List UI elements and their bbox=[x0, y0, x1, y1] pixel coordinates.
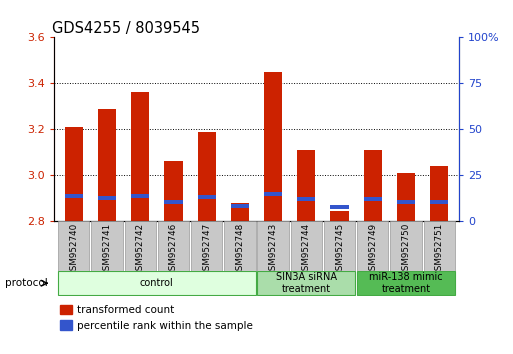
Legend: transformed count, percentile rank within the sample: transformed count, percentile rank withi… bbox=[55, 301, 258, 335]
Text: SIN3A siRNA
treatment: SIN3A siRNA treatment bbox=[276, 272, 337, 294]
Bar bbox=[397, 173, 415, 221]
Bar bbox=[397, 200, 415, 204]
Text: GSM952743: GSM952743 bbox=[269, 223, 278, 276]
Text: GSM952748: GSM952748 bbox=[235, 223, 244, 276]
Bar bbox=[297, 197, 315, 201]
Bar bbox=[98, 108, 116, 221]
Bar bbox=[330, 211, 349, 221]
Text: GSM952741: GSM952741 bbox=[103, 223, 111, 276]
Bar bbox=[264, 192, 282, 196]
Text: protocol: protocol bbox=[5, 278, 48, 288]
Bar bbox=[330, 205, 349, 209]
Text: GSM952745: GSM952745 bbox=[335, 223, 344, 276]
Bar bbox=[164, 200, 183, 204]
Bar bbox=[164, 161, 183, 221]
Bar bbox=[430, 166, 448, 221]
Bar bbox=[264, 72, 282, 221]
Text: control: control bbox=[140, 278, 174, 288]
Bar bbox=[65, 127, 83, 221]
Text: GSM952751: GSM952751 bbox=[435, 223, 444, 276]
Bar bbox=[291, 221, 322, 271]
Bar bbox=[258, 271, 355, 295]
Bar bbox=[198, 132, 216, 221]
Text: GSM952740: GSM952740 bbox=[69, 223, 78, 276]
Bar bbox=[297, 150, 315, 221]
Text: miR-138 mimic
treatment: miR-138 mimic treatment bbox=[369, 272, 443, 294]
Text: GSM952747: GSM952747 bbox=[202, 223, 211, 276]
Bar bbox=[91, 221, 123, 271]
Bar bbox=[231, 203, 249, 221]
Bar bbox=[131, 92, 149, 221]
Bar bbox=[258, 221, 289, 271]
Bar bbox=[131, 194, 149, 198]
Text: GSM952749: GSM952749 bbox=[368, 223, 377, 276]
Bar bbox=[430, 200, 448, 204]
Text: GDS4255 / 8039545: GDS4255 / 8039545 bbox=[52, 21, 200, 36]
Bar bbox=[198, 195, 216, 199]
Bar bbox=[191, 221, 222, 271]
Bar bbox=[231, 204, 249, 209]
Bar bbox=[424, 221, 455, 271]
Bar bbox=[364, 150, 382, 221]
Text: GSM952746: GSM952746 bbox=[169, 223, 178, 276]
Bar bbox=[224, 221, 255, 271]
Text: GSM952742: GSM952742 bbox=[136, 223, 145, 276]
Bar bbox=[58, 271, 255, 295]
Bar bbox=[357, 221, 388, 271]
Bar bbox=[125, 221, 156, 271]
Bar bbox=[65, 194, 83, 198]
Bar bbox=[390, 221, 422, 271]
Text: GSM952744: GSM952744 bbox=[302, 223, 311, 276]
Bar bbox=[58, 221, 89, 271]
Text: GSM952750: GSM952750 bbox=[402, 223, 410, 276]
Bar bbox=[364, 197, 382, 201]
Bar bbox=[324, 221, 355, 271]
Bar bbox=[98, 196, 116, 200]
Bar bbox=[158, 221, 189, 271]
Bar bbox=[357, 271, 455, 295]
